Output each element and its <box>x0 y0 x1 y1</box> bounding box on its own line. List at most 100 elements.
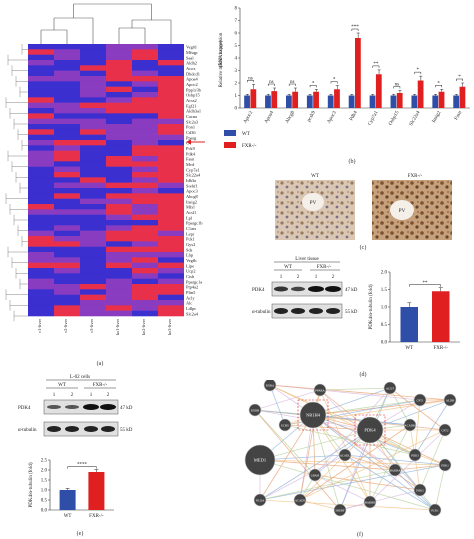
gene-label-sds: Sds <box>186 247 193 252</box>
heatmap-cell <box>158 273 184 279</box>
network-edge <box>369 399 451 431</box>
heatmap-cell <box>158 182 184 189</box>
heatmap-cell <box>28 49 54 55</box>
bar-wt <box>432 95 439 108</box>
network-node-pdk4: PDK4 <box>354 414 386 446</box>
sample-label: c2-liver <box>63 318 68 332</box>
gene-label-vegfb: Vegfb <box>186 258 197 263</box>
node-label: PCK1 <box>431 508 439 512</box>
sample-label: c3-liver <box>89 318 94 332</box>
heatmap-cell <box>28 198 54 205</box>
heatmap-cell <box>158 252 184 258</box>
significance-bracket <box>351 28 359 31</box>
sample-label: ko2-liver <box>141 318 146 335</box>
gene-label-mlxl: Mlxl <box>186 205 195 210</box>
network-node-med1: MED1 <box>244 444 276 476</box>
heatmap-cell <box>106 145 132 151</box>
pdk4-arrow-icon <box>186 139 191 145</box>
node-label: RXRB <box>251 408 259 412</box>
heatmap-cell <box>28 289 54 295</box>
heatmap-cell <box>80 236 106 242</box>
heatmap-cell <box>106 182 132 189</box>
heatmap-cell <box>80 166 106 173</box>
gene-label-osbp15: Osbp15 <box>186 93 200 98</box>
heatmap-cell <box>132 134 158 141</box>
heatmap-cell <box>54 145 80 151</box>
heatmap-cell <box>106 214 132 221</box>
heatmap-cell <box>28 108 54 114</box>
lane-number: 2 <box>71 393 74 398</box>
heatmap-cell <box>106 310 132 317</box>
heatmap-cell <box>132 172 158 178</box>
heatmap-cell <box>132 124 158 130</box>
heatmap-cell <box>106 54 132 61</box>
heatmap-cell <box>80 118 106 125</box>
gene-label-abcg8: Abcg8 <box>186 194 199 199</box>
node-circle <box>383 381 397 395</box>
gene-label-mvd: Mvd <box>186 162 195 167</box>
node-circle <box>413 393 427 407</box>
heatmap-cell <box>28 145 54 151</box>
node-circle <box>333 503 347 517</box>
heatmap-cell <box>106 166 132 173</box>
heatmap-cell <box>106 113 132 119</box>
node-label: ACADL <box>340 453 351 457</box>
heatmap-cell <box>54 236 80 242</box>
lane-number: 1 <box>280 275 283 280</box>
heatmap-cell <box>132 241 158 247</box>
heatmap-cell <box>158 188 184 194</box>
network-edge <box>419 429 446 491</box>
histology-ko-pv: PV <box>399 209 406 214</box>
network-edge <box>269 384 416 456</box>
significance-label: ns <box>269 80 274 85</box>
heatmap-cell <box>28 97 54 103</box>
bar-wt <box>327 95 334 108</box>
network-nodes: NR1H4 PDK4 MED1 RXRB RXRA PPARA NCOA ACOT CPT1 CP… <box>244 380 457 517</box>
heatmap-cell <box>80 49 106 55</box>
heatmap-cell <box>106 156 132 162</box>
heatmap-cell <box>80 225 106 231</box>
gene-label-aldh2: Aldh2 <box>186 61 197 66</box>
network-edge <box>299 499 341 511</box>
bar-wt <box>244 95 250 108</box>
heatmap-cell <box>28 305 54 311</box>
heatmap-cell <box>54 54 80 61</box>
node-circle <box>244 444 276 476</box>
heatmap-cell <box>28 65 54 71</box>
chart-b-legend: WT FXR-/- <box>224 130 257 149</box>
heatmap-cell <box>54 134 80 141</box>
heatmap-cell <box>132 305 158 311</box>
significance-bracket <box>409 284 441 287</box>
heatmap-cell <box>132 92 158 98</box>
heatmap-cell <box>28 209 54 215</box>
chart-b-ylabel: Relative mRNA expression(fold change) <box>219 32 224 87</box>
heatmap-cell <box>80 92 106 98</box>
gene-label-ppargc1b: Ppargc1b <box>186 221 203 226</box>
heatmap-cell <box>158 214 184 221</box>
node-label: HADHA <box>390 468 402 472</box>
bar-wt <box>369 95 376 108</box>
heatmap-cell <box>28 268 54 274</box>
heatmap-cell <box>158 156 184 162</box>
bar-ko <box>417 80 424 108</box>
gene-label-vegfd: Vegfd <box>186 45 197 50</box>
heatmap-cell <box>158 54 184 61</box>
heatmap-cell <box>106 118 132 125</box>
gene-label-gys2: Gys2 <box>186 242 195 247</box>
y-tick-label: 1.5 <box>381 288 388 293</box>
bar-ko <box>375 74 382 108</box>
histology-ko-title: FXR-/- <box>408 174 423 179</box>
heatmap-cell <box>80 209 106 215</box>
cell-western-panel: L-02 cells WT FXR-/- 1 2 1 2 PDK4 α-tubulin… <box>18 375 133 537</box>
node-circle <box>428 503 442 517</box>
heatmap-cell <box>158 145 184 151</box>
significance-bracket <box>414 71 422 75</box>
bar-ko <box>438 91 445 108</box>
bar-ko <box>396 93 403 108</box>
network-node-acadl: ACADL <box>338 448 352 462</box>
heatmap-cell <box>28 300 54 306</box>
heatmap-cell <box>132 97 158 103</box>
heatmap-cell <box>80 289 106 295</box>
heatmap-cell <box>106 188 132 194</box>
liver-size-tubulin: 55 kD <box>345 310 358 315</box>
